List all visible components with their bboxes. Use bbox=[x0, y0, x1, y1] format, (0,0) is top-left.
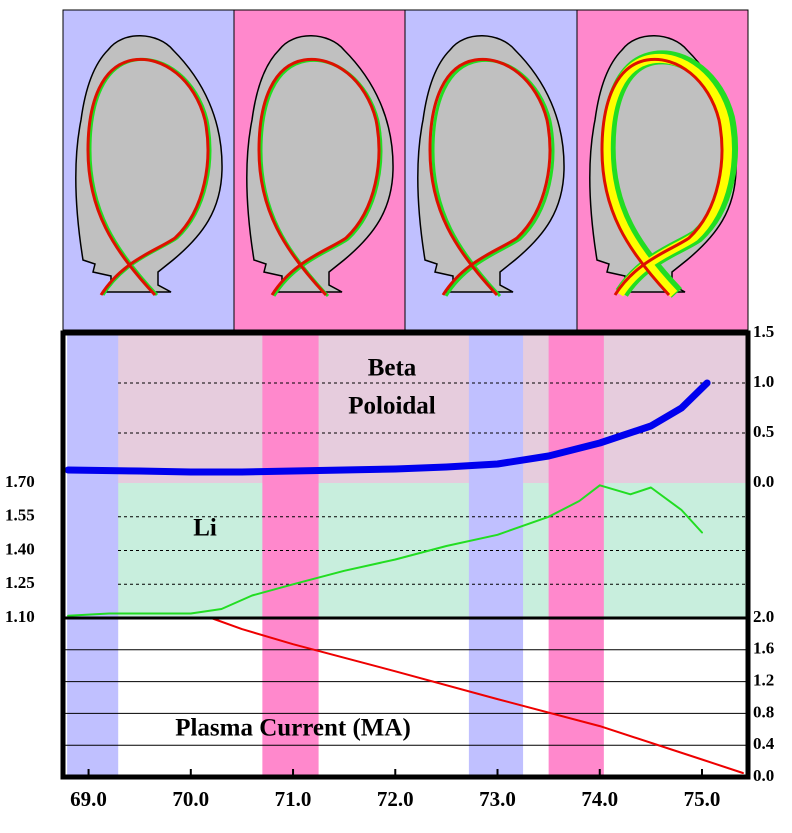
data-line bbox=[62, 617, 744, 774]
shaded-interval bbox=[67, 333, 119, 777]
x-tick-label: 72.0 bbox=[377, 787, 414, 811]
panel-background bbox=[118, 618, 748, 777]
shaded-interval bbox=[468, 333, 524, 777]
frame bbox=[60, 330, 751, 780]
y-tick-label: 1.0 bbox=[753, 372, 774, 391]
shaded-interval bbox=[548, 333, 604, 777]
x-tick-label: 70.0 bbox=[172, 787, 209, 811]
y-tick-label: 1.40 bbox=[5, 539, 35, 558]
y-tick-label: 1.70 bbox=[5, 472, 35, 491]
x-tick-label: 73.0 bbox=[479, 787, 516, 811]
y-tick-label: 1.10 bbox=[5, 607, 35, 626]
data-line bbox=[67, 484, 703, 617]
data-line bbox=[64, 379, 711, 476]
shaded-interval bbox=[262, 333, 319, 777]
panel-background bbox=[118, 333, 748, 483]
panel-label: Plasma Current (MA) bbox=[175, 715, 411, 742]
x-tick-label: 75.0 bbox=[684, 787, 721, 811]
cross-sections bbox=[62, 9, 749, 331]
panel-label: Beta bbox=[368, 355, 417, 382]
panel-label: Li bbox=[193, 515, 217, 542]
y-tick-label: 0.0 bbox=[753, 472, 774, 491]
y-tick-label: 1.25 bbox=[5, 573, 35, 592]
y-tick-label: 1.5 bbox=[753, 322, 774, 341]
y-tick-label: 1.2 bbox=[753, 671, 774, 690]
x-tick-label: 69.0 bbox=[70, 787, 107, 811]
time-traces: 0.0 0.5 1.0 1.5 1.10 1.25 1.40 1.55 1.70 0.0 0.4 0.… bbox=[5, 322, 775, 811]
panel-label: Poloidal bbox=[348, 393, 436, 420]
y-tick-label: 0.5 bbox=[753, 422, 774, 441]
y-tick-label: 0.8 bbox=[753, 702, 774, 721]
y-tick-label: 1.55 bbox=[5, 506, 35, 525]
y-tick-label: 0.4 bbox=[753, 734, 775, 753]
y-tick-label: 1.6 bbox=[753, 639, 774, 658]
x-tick-label: 74.0 bbox=[581, 787, 618, 811]
y-tick-label: 0.0 bbox=[753, 766, 774, 785]
y-tick-label: 2.0 bbox=[753, 607, 774, 626]
x-tick-label: 71.0 bbox=[275, 787, 312, 811]
